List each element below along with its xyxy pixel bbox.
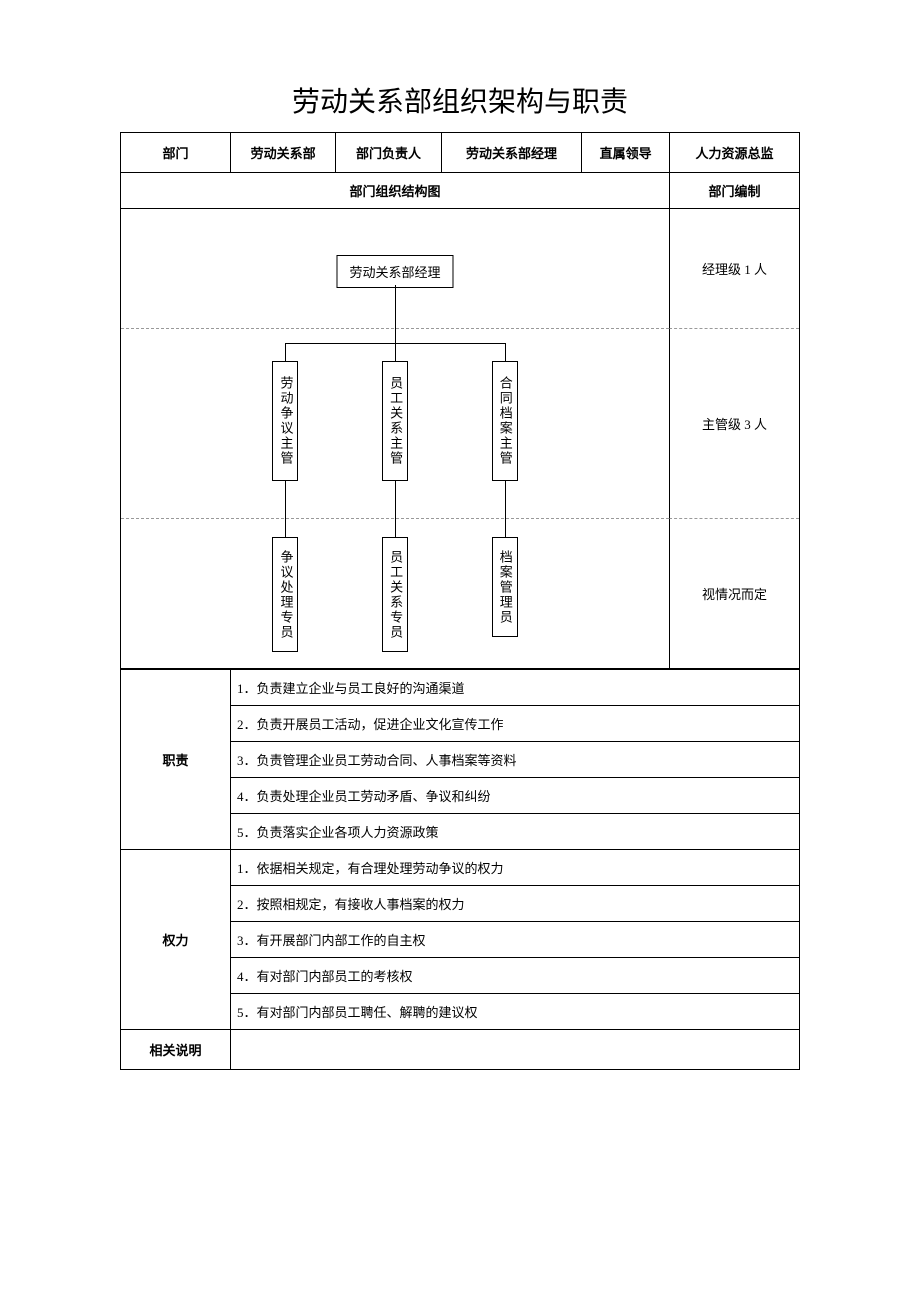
power-item-5: 5．有对部门内部员工聘任、解聘的建议权 [231,994,800,1030]
hdr-dept-label: 部门 [121,133,231,173]
connector-line [505,519,506,537]
notes-label: 相关说明 [121,1030,231,1070]
headcount-header: 部门编制 [670,173,800,209]
connector-line [285,519,286,537]
hdr-leader-label: 部门负责人 [336,133,441,173]
headcount-level-1: 经理级 1 人 [669,209,799,329]
headcount-level-3: 视情况而定 [669,519,799,669]
hdr-dept-value: 劳动关系部 [231,133,336,173]
org-level-1: 劳动关系部经理 经理级 1 人 [121,209,799,329]
connector-line [505,481,506,519]
org-section-header-row: 部门组织结构图 部门编制 [121,173,800,209]
org-level-3-canvas: 争议处理专员 员工关系专员 档案管理员 [121,519,669,669]
node-supervisor-2: 员工关系主管 [382,361,408,481]
power-item-1: 1．依据相关规定，有合理处理劳动争议的权力 [231,850,800,886]
node-supervisor-1: 劳动争议主管 [272,361,298,481]
org-chart-row: 劳动关系部经理 经理级 1 人 劳动争议主管 [121,209,800,670]
power-item-4: 4．有对部门内部员工的考核权 [231,958,800,994]
headcount-level-2: 主管级 3 人 [669,329,799,519]
duty-item-1: 1．负责建立企业与员工良好的沟通渠道 [231,670,800,706]
connector-line [395,481,396,519]
node-specialist-1: 争议处理专员 [272,537,298,652]
header-row: 部门 劳动关系部 部门负责人 劳动关系部经理 直属领导 人力资源总监 [121,133,800,173]
connector-line [395,519,396,537]
connector-line [285,481,286,519]
powers-label: 权力 [121,850,231,1030]
node-manager: 劳动关系部经理 [336,255,453,288]
powers-row-1: 权力 1．依据相关规定，有合理处理劳动争议的权力 [121,850,800,886]
hdr-leader-value: 劳动关系部经理 [441,133,581,173]
connector-line [395,343,396,361]
hdr-superior-value: 人力资源总监 [670,133,800,173]
duty-item-4: 4．负责处理企业员工劳动矛盾、争议和纠纷 [231,778,800,814]
connector-line [505,343,506,361]
duties-label: 职责 [121,670,231,850]
node-specialist-3: 档案管理员 [492,537,518,637]
duty-item-3: 3．负责管理企业员工劳动合同、人事档案等资料 [231,742,800,778]
org-chart-cell: 劳动关系部经理 经理级 1 人 劳动争议主管 [121,209,800,670]
document-title: 劳动关系部组织架构与职责 [120,80,800,120]
org-level-2-canvas: 劳动争议主管 员工关系主管 合同档案主管 [121,329,669,519]
power-item-3: 3．有开展部门内部工作的自主权 [231,922,800,958]
node-specialist-2: 员工关系专员 [382,537,408,652]
node-supervisor-3: 合同档案主管 [492,361,518,481]
power-item-2: 2．按照相规定，有接收人事档案的权力 [231,886,800,922]
duty-item-2: 2．负责开展员工活动，促进企业文化宣传工作 [231,706,800,742]
connector-line [395,285,396,329]
org-level-1-canvas: 劳动关系部经理 [121,209,669,329]
notes-row: 相关说明 [121,1030,800,1070]
org-level-3: 争议处理专员 员工关系专员 档案管理员 视情况而定 [121,519,799,669]
duties-row-1: 职责 1．负责建立企业与员工良好的沟通渠道 [121,670,800,706]
main-table: 部门 劳动关系部 部门负责人 劳动关系部经理 直属领导 人力资源总监 部门组织结… [120,132,800,1070]
connector-line [395,329,396,343]
org-level-2: 劳动争议主管 员工关系主管 合同档案主管 主管级 3 人 [121,329,799,519]
org-structure-header: 部门组织结构图 [121,173,670,209]
duty-item-5: 5．负责落实企业各项人力资源政策 [231,814,800,850]
hdr-superior-label: 直属领导 [582,133,670,173]
notes-value [231,1030,800,1070]
connector-line [285,343,286,361]
